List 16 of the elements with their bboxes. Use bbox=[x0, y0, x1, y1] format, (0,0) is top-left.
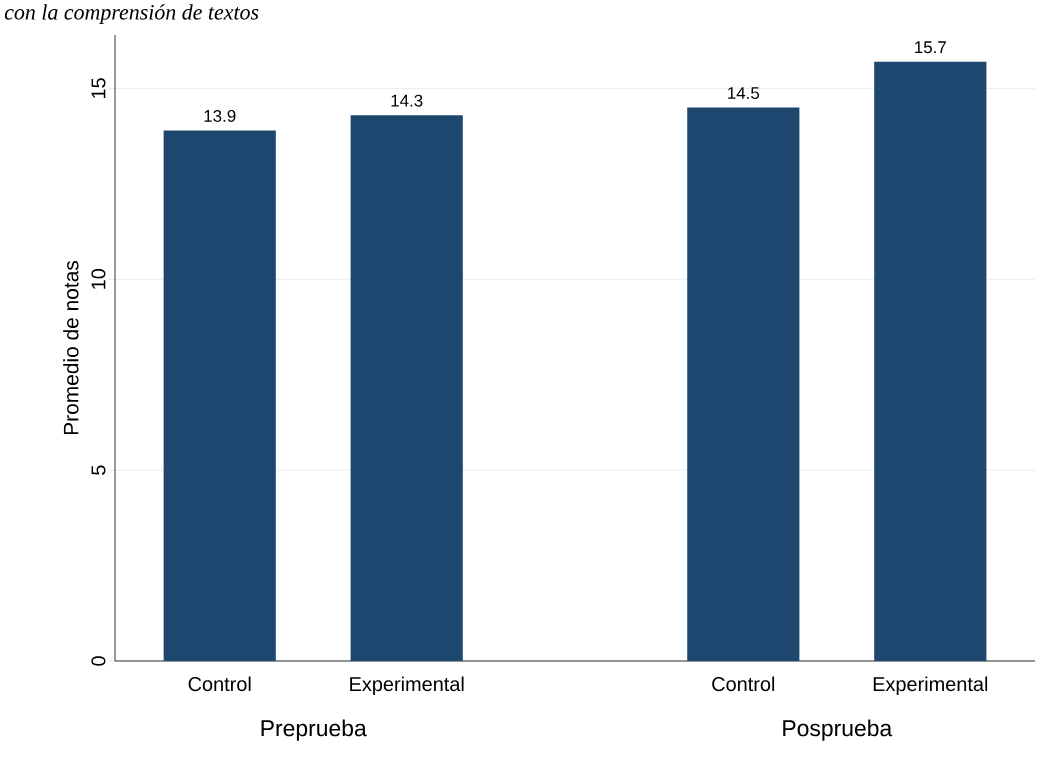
chart-title: con la comprensión de textos bbox=[4, 4, 259, 25]
x-tick-label: Control bbox=[712, 676, 775, 692]
y-axis-title: Promedio de notas bbox=[63, 260, 79, 435]
y-tick-label: 10 bbox=[91, 268, 106, 289]
text: Posprueba bbox=[783, 719, 893, 741]
y-tick-label: 5 bbox=[91, 465, 106, 475]
text: Preprueba bbox=[261, 719, 367, 741]
data-label: 15.7 bbox=[915, 41, 946, 54]
data-label: 14.5 bbox=[728, 87, 760, 100]
y-tick-label: 0 bbox=[91, 656, 106, 666]
x-tick-label: Experimental bbox=[350, 676, 464, 696]
y-tick-label: 15 bbox=[91, 78, 106, 98]
data-label: 14.3 bbox=[391, 94, 423, 107]
x-tick-label: Control bbox=[188, 676, 251, 692]
x-tick-label: Experimental bbox=[873, 676, 988, 696]
data-label: 13.9 bbox=[204, 109, 236, 122]
